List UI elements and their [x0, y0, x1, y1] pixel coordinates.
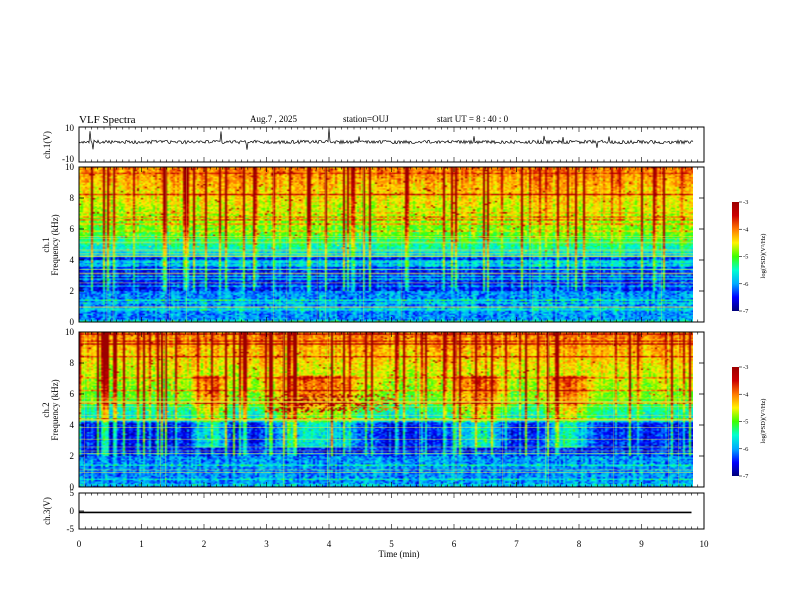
spectrogram-ytick-label: 2: [70, 451, 75, 461]
x-tick-label: 2: [202, 539, 207, 549]
ch1-colorbar-scale: [732, 202, 739, 311]
spectrogram-ytick-label: 6: [70, 389, 75, 399]
ch1-colorbar: -3 -4 -5 -6 -7 log(PSD)(V²/Hz): [732, 199, 767, 315]
x-tick-label: 9: [639, 539, 644, 549]
ch1-waveform-panel: 10 -10 ch.1(V): [42, 123, 705, 164]
spectrogram-ytick-label: 10: [65, 162, 75, 172]
colorbar-tick-label: -6: [743, 446, 749, 453]
ch2-spectrogram-panel: 0 2 4 6 8 10 ch.2 Frequency (kHz) -3 -4 -5 -6 -7 …: [41, 327, 767, 492]
ch3-waveform-ylabel: ch.3(V): [42, 497, 52, 525]
date-label: Aug.7 , 2025: [250, 114, 297, 124]
spectrogram-ytick-label: 0: [70, 482, 75, 492]
x-tick-label: 10: [700, 539, 710, 549]
x-tick-label: 1: [139, 539, 144, 549]
spectrogram-ytick-label: 10: [65, 327, 75, 337]
colorbar-tick-label: -3: [743, 199, 748, 206]
spectrogram-ytick-label: 4: [70, 420, 75, 430]
x-tick-label: 5: [389, 539, 394, 549]
x-tick-label: 0: [77, 539, 82, 549]
ch3-waveform-frame: [78, 492, 705, 530]
ch1-colorbar-label: log(PSD)(V²/Hz): [760, 234, 767, 279]
ch1-waveform-ylabel: ch.1(V): [42, 131, 52, 159]
x-tick-label: 4: [327, 539, 332, 549]
ch1-spectrogram-ylabel-channel: ch.1: [41, 237, 51, 252]
ch3-ytick-label: -5: [67, 524, 75, 534]
ch1-waveform-frame: [78, 126, 705, 163]
spectrogram-ytick-label: 6: [70, 224, 75, 234]
colorbar-tick-label: -5: [743, 254, 748, 261]
spectrogram-ytick-label: 8: [70, 193, 75, 203]
figure-title: VLF Spectra: [79, 114, 136, 126]
spectrogram-ytick-label: 8: [70, 358, 75, 368]
x-tick-label: 8: [577, 539, 582, 549]
ch2-spectrogram-ylabel-channel: ch.2: [41, 402, 51, 417]
ch1-spectrogram-image: [79, 167, 693, 322]
colorbar-tick-label: -7: [743, 308, 749, 315]
station-label: station=OUJ: [343, 114, 389, 124]
colorbar-tick-label: -7: [743, 473, 749, 480]
x-tick-label: 3: [264, 539, 269, 549]
colorbar-tick-label: -3: [743, 364, 748, 371]
ch2-spectrogram-lines: [79, 332, 693, 487]
ch1-spectrogram-panel: 0 2 4 6 8 10 ch.1 Frequency (kHz) -3 -4 -5 -6 -7 …: [41, 162, 767, 327]
ch2-colorbar: -3 -4 -5 -6 -7 log(PSD)(V²/Hz): [732, 364, 767, 480]
ch3-ytick-label: 0: [70, 506, 75, 516]
spectrogram-ytick-label: 4: [70, 255, 75, 265]
ch2-spectrogram-ylabel: Frequency (kHz): [50, 379, 60, 440]
spectrogram-ytick-label: 0: [70, 317, 75, 327]
ch3-waveform-panel: 5 0 -5 ch.3(V): [42, 488, 705, 534]
ch3-ytick-label: 5: [70, 488, 75, 498]
ch1-ytick-bottom: -10: [62, 154, 74, 164]
ch2-spectrogram-image: [79, 332, 693, 487]
ch2-colorbar-label: log(PSD)(V²/Hz): [760, 399, 767, 444]
colorbar-tick-label: -4: [743, 226, 749, 233]
ch1-spectrogram-lines: [79, 167, 693, 322]
colorbar-tick-label: -5: [743, 419, 748, 426]
x-axis-label: Time (min): [379, 549, 420, 559]
ch2-colorbar-scale: [732, 367, 739, 476]
ch1-ytick-top: 10: [65, 123, 75, 133]
ch1-spectrogram-ylabel: Frequency (kHz): [50, 214, 60, 275]
start-time-label: start UT = 8 : 40 : 0: [437, 114, 509, 124]
x-tick-label: 6: [452, 539, 457, 549]
spectrogram-ytick-label: 2: [70, 286, 75, 296]
ch1-waveform-trace: [78, 128, 694, 150]
x-axis: 0 1 2 3 4 5 6 7 8 9 10: [77, 127, 709, 549]
colorbar-tick-label: -6: [743, 281, 749, 288]
colorbar-tick-label: -4: [743, 391, 749, 398]
x-tick-label: 7: [514, 539, 519, 549]
